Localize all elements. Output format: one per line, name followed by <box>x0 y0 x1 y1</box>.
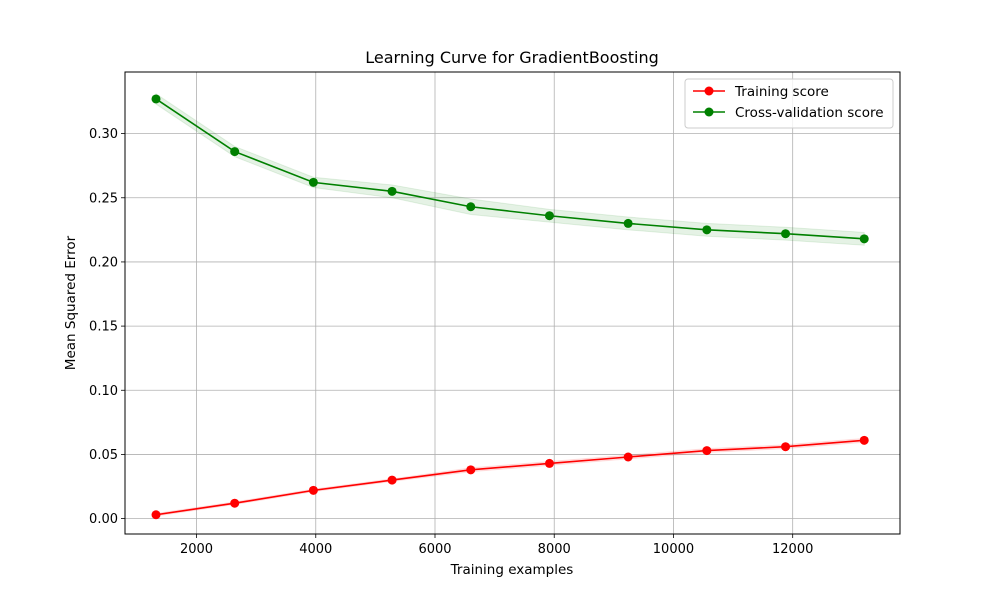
cross-validation-score-point <box>387 186 397 196</box>
cross-validation-score-point <box>230 147 240 157</box>
x-tick-label: 6000 <box>418 542 451 557</box>
plot-background <box>125 72 900 534</box>
legend-frame <box>684 78 894 129</box>
cross-validation-score-point <box>308 177 318 187</box>
x-tick-label: 10000 <box>653 542 694 557</box>
legend: Training score Cross-validation score <box>684 78 894 129</box>
x-axis: 2000 4000 6000 8000 10000 12000 <box>180 534 813 557</box>
training-score-point <box>702 446 712 456</box>
cross-validation-score-point <box>151 94 161 104</box>
series-lines <box>155 98 865 516</box>
training-score-point <box>623 452 633 462</box>
training-score-point <box>859 435 869 445</box>
plot-area <box>125 72 900 534</box>
y-axis: 0.00 0.05 0.10 0.15 0.20 0.25 0.30 <box>89 127 125 527</box>
y-tick-label: 0.20 <box>89 255 118 270</box>
training-score-legend-marker <box>704 86 714 96</box>
plot-frame <box>124 71 901 535</box>
training-score-point <box>387 475 397 485</box>
y-tick-label: 0.10 <box>89 384 118 399</box>
training-score-line <box>155 439 865 516</box>
y-tick-label: 0.25 <box>89 191 118 206</box>
cross-validation-score-point <box>702 225 712 235</box>
cross-validation-score-legend-marker <box>704 107 714 117</box>
training-score-point <box>466 465 476 475</box>
y-tick-label: 0.00 <box>89 512 118 527</box>
training-score-point <box>781 442 791 452</box>
series-markers <box>151 94 869 520</box>
y-tick-label: 0.05 <box>89 448 118 463</box>
training-score-point <box>151 510 161 520</box>
cross-validation-score-point <box>623 218 633 228</box>
cross-validation-score-point <box>466 202 476 212</box>
grid <box>125 72 900 534</box>
cross-validation-score-line <box>155 98 865 240</box>
x-tick-label: 12000 <box>772 542 813 557</box>
y-tick-label: 0.30 <box>89 127 118 142</box>
cross-validation-score-point <box>544 211 554 221</box>
x-tick-label: 4000 <box>299 542 332 557</box>
cross-validation-score-point <box>859 234 869 244</box>
x-tick-label: 8000 <box>538 542 571 557</box>
cross-validation-score-legend-label: Cross-validation score <box>735 105 884 121</box>
y-tick-label: 0.15 <box>89 320 118 335</box>
training-score-point <box>308 485 318 495</box>
training-score-legend-label: Training score <box>734 84 829 100</box>
x-tick-label: 2000 <box>180 542 213 557</box>
training-score-point <box>544 458 554 468</box>
x-axis-label: Training examples <box>450 562 574 578</box>
chart-title: Learning Curve for GradientBoosting <box>365 48 658 67</box>
cross-validation-score-band <box>155 92 865 246</box>
cross-validation-score-point <box>781 229 791 239</box>
training-score-point <box>230 498 240 508</box>
y-axis-label: Mean Squared Error <box>63 235 79 370</box>
